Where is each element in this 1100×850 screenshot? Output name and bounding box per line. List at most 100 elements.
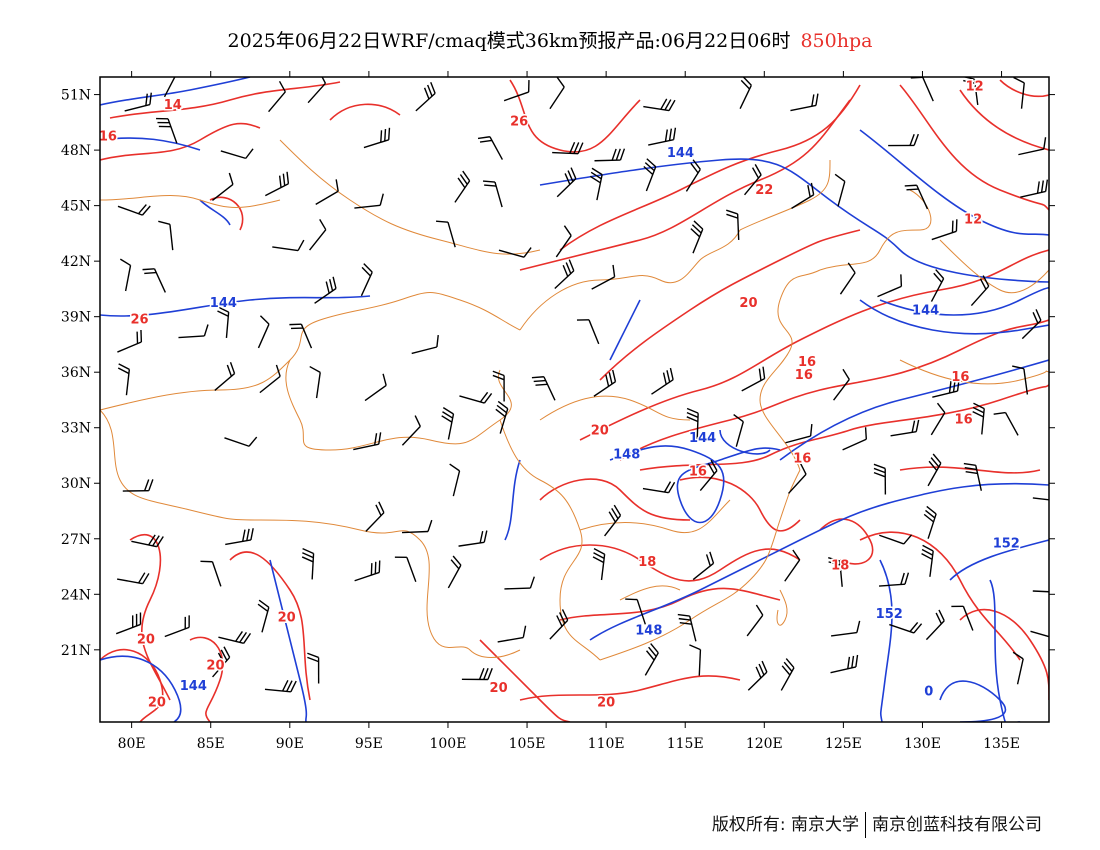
wind-barb bbox=[604, 504, 622, 537]
wind-barb bbox=[592, 548, 606, 581]
wind-barb bbox=[828, 557, 843, 587]
lat-tick-label: 33N bbox=[61, 421, 91, 437]
wind-barb bbox=[690, 220, 704, 254]
wind-barb bbox=[842, 427, 868, 451]
temperature-contour-label: 14 bbox=[164, 98, 182, 113]
lon-tick-label: 80E bbox=[118, 736, 146, 752]
wind-barb bbox=[625, 598, 646, 625]
height-contour-label: 0 bbox=[924, 685, 933, 700]
wind-barb bbox=[643, 158, 657, 192]
temperature-contours bbox=[100, 79, 1049, 722]
lat-tick-label: 48N bbox=[61, 143, 91, 159]
wind-barb bbox=[200, 560, 222, 587]
wind-barb bbox=[495, 400, 509, 434]
wind-barb bbox=[309, 219, 327, 251]
wind-barb bbox=[970, 275, 990, 307]
wind-barb bbox=[272, 239, 305, 252]
wind-barb bbox=[458, 530, 488, 547]
wind-barb bbox=[746, 604, 764, 637]
wind-barb bbox=[790, 93, 819, 112]
lon-tick-label: 85E bbox=[197, 736, 225, 752]
wind-barb bbox=[178, 324, 209, 339]
wind-barb bbox=[648, 127, 677, 146]
lat-tick-label: 21N bbox=[61, 643, 91, 659]
wind-barb bbox=[115, 612, 142, 635]
axis-ticks: 80E 85E 90E 95E 100E 105E 110E 115E 120E 125E 130E… bbox=[61, 71, 1055, 752]
wind-barb bbox=[830, 654, 859, 674]
wind-barb bbox=[927, 453, 942, 487]
wind-barb bbox=[651, 367, 674, 395]
footer-separator bbox=[865, 812, 866, 838]
wind-barb bbox=[921, 544, 934, 577]
wind-barb bbox=[642, 481, 676, 494]
wind-barb bbox=[117, 204, 151, 216]
country-province-borders bbox=[100, 139, 1049, 661]
wind-barb bbox=[993, 411, 1019, 436]
wind-barb bbox=[549, 77, 565, 110]
wind-barb bbox=[555, 225, 572, 258]
temperature-contour-label: 26 bbox=[130, 313, 148, 328]
temperature-contour-label: 18 bbox=[831, 559, 849, 574]
wind-barb bbox=[785, 424, 813, 444]
wind-barb bbox=[1013, 77, 1025, 109]
title-main: 2025年06月22日WRF/cmaq模式36km预报产品:06月22日06时 bbox=[227, 30, 791, 52]
wind-barb bbox=[784, 549, 801, 582]
wind-barb bbox=[692, 551, 715, 581]
wind-barb bbox=[354, 193, 384, 209]
wind-barb bbox=[289, 323, 313, 349]
wind-barb bbox=[492, 370, 505, 402]
wind-barb bbox=[218, 631, 252, 644]
wind-barb bbox=[301, 547, 315, 580]
wind-barb bbox=[643, 98, 676, 112]
temperature-contour-label: 22 bbox=[755, 183, 773, 198]
temperature-contour-label: 16 bbox=[99, 129, 117, 144]
wind-barb bbox=[531, 376, 556, 401]
wind-barb bbox=[394, 556, 417, 583]
wind-barb bbox=[552, 141, 584, 155]
lat-tick-label: 51N bbox=[61, 88, 91, 104]
height-contour-label: 152 bbox=[876, 607, 903, 622]
wind-barb bbox=[923, 505, 937, 539]
lon-tick-label: 125E bbox=[825, 736, 862, 752]
wind-barb bbox=[156, 117, 178, 144]
wind-barb bbox=[354, 560, 381, 582]
height-contour-label: 144 bbox=[667, 146, 694, 161]
wind-barb bbox=[593, 369, 617, 397]
wind-barb bbox=[401, 415, 421, 446]
wind-barb bbox=[307, 77, 327, 104]
wind-barb bbox=[963, 462, 983, 491]
wind-barb bbox=[930, 269, 945, 302]
temperature-contour-label: 20 bbox=[591, 424, 609, 439]
wind-barb bbox=[972, 402, 985, 435]
lon-tick-label: 135E bbox=[983, 736, 1020, 752]
wind-barb bbox=[910, 77, 934, 102]
wind-barb bbox=[951, 605, 974, 631]
temperature-contour-label: 16 bbox=[951, 370, 969, 385]
wind-barb bbox=[686, 407, 699, 440]
wind-barb bbox=[549, 609, 569, 640]
wind-barb bbox=[212, 646, 231, 678]
wind-barb bbox=[1030, 630, 1049, 638]
height-contour-label: 148 bbox=[613, 448, 640, 463]
temperature-contour-label: 20 bbox=[490, 681, 508, 696]
temperature-contour-label: 12 bbox=[966, 79, 984, 94]
lon-tick-label: 120E bbox=[746, 736, 783, 752]
wind-barb bbox=[839, 262, 856, 295]
wind-barb bbox=[685, 159, 701, 192]
wind-barb bbox=[904, 184, 929, 210]
height-contour-label: 144 bbox=[180, 679, 207, 694]
wind-barb bbox=[1032, 590, 1049, 593]
wind-barb bbox=[461, 667, 493, 681]
temperature-contour-label: 20 bbox=[206, 659, 224, 674]
wind-barb bbox=[164, 615, 190, 638]
wind-barb bbox=[1021, 309, 1042, 340]
temperature-contour-label: 16 bbox=[955, 412, 973, 427]
lon-tick-label: 105E bbox=[509, 736, 546, 752]
temperature-contour-label: 12 bbox=[964, 213, 982, 228]
wind-barb bbox=[122, 479, 154, 492]
wind-barb bbox=[873, 463, 887, 495]
lat-tick-label: 30N bbox=[61, 476, 91, 492]
wind-barb bbox=[257, 315, 270, 349]
wind-barb bbox=[454, 170, 471, 203]
temperature-contour-label: 16 bbox=[795, 368, 813, 383]
